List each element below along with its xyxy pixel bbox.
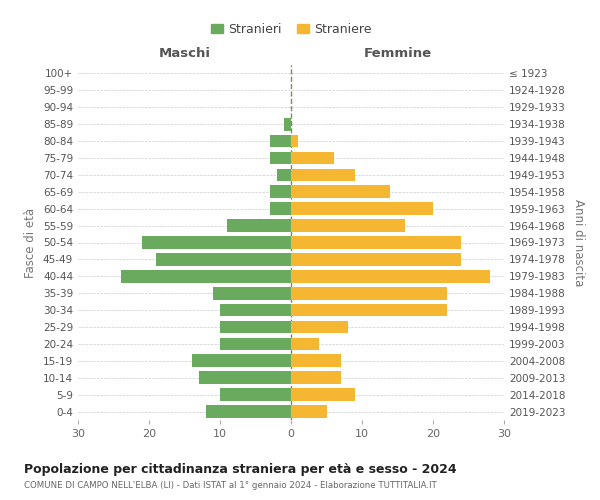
Bar (291, 354, 341, 367)
Bar (284, 118, 291, 130)
Bar (270, 186, 291, 198)
Bar (227, 220, 291, 232)
Bar (142, 236, 291, 249)
Bar (220, 320, 291, 334)
Bar (291, 220, 404, 232)
Bar (220, 388, 291, 401)
Bar (277, 168, 291, 181)
Bar (291, 186, 391, 198)
Bar (270, 202, 291, 215)
Text: COMUNE DI CAMPO NELL'ELBA (LI) - Dati ISTAT al 1° gennaio 2024 - Elaborazione TU: COMUNE DI CAMPO NELL'ELBA (LI) - Dati IS… (24, 481, 437, 490)
Bar (291, 304, 447, 316)
Bar (291, 253, 461, 266)
Text: Femmine: Femmine (364, 47, 431, 60)
Bar (291, 405, 326, 418)
Bar (220, 338, 291, 350)
Text: Popolazione per cittadinanza straniera per età e sesso - 2024: Popolazione per cittadinanza straniera p… (24, 462, 457, 475)
Bar (213, 287, 291, 300)
Bar (199, 372, 291, 384)
Bar (291, 372, 341, 384)
Bar (270, 134, 291, 147)
Bar (291, 202, 433, 215)
Bar (270, 152, 291, 164)
Bar (291, 388, 355, 401)
Bar (220, 304, 291, 316)
Bar (291, 168, 355, 181)
Legend: Stranieri, Straniere: Stranieri, Straniere (205, 18, 377, 41)
Bar (291, 320, 348, 334)
Bar (156, 253, 291, 266)
Bar (191, 354, 291, 367)
Text: Maschi: Maschi (158, 47, 211, 60)
Bar (291, 152, 334, 164)
Bar (291, 134, 298, 147)
Bar (291, 270, 490, 282)
Bar (121, 270, 291, 282)
Bar (206, 405, 291, 418)
Bar (291, 287, 447, 300)
Bar (291, 338, 319, 350)
Y-axis label: Anni di nascita: Anni di nascita (572, 199, 585, 286)
Bar (291, 236, 461, 249)
Y-axis label: Fasce di età: Fasce di età (25, 208, 37, 278)
